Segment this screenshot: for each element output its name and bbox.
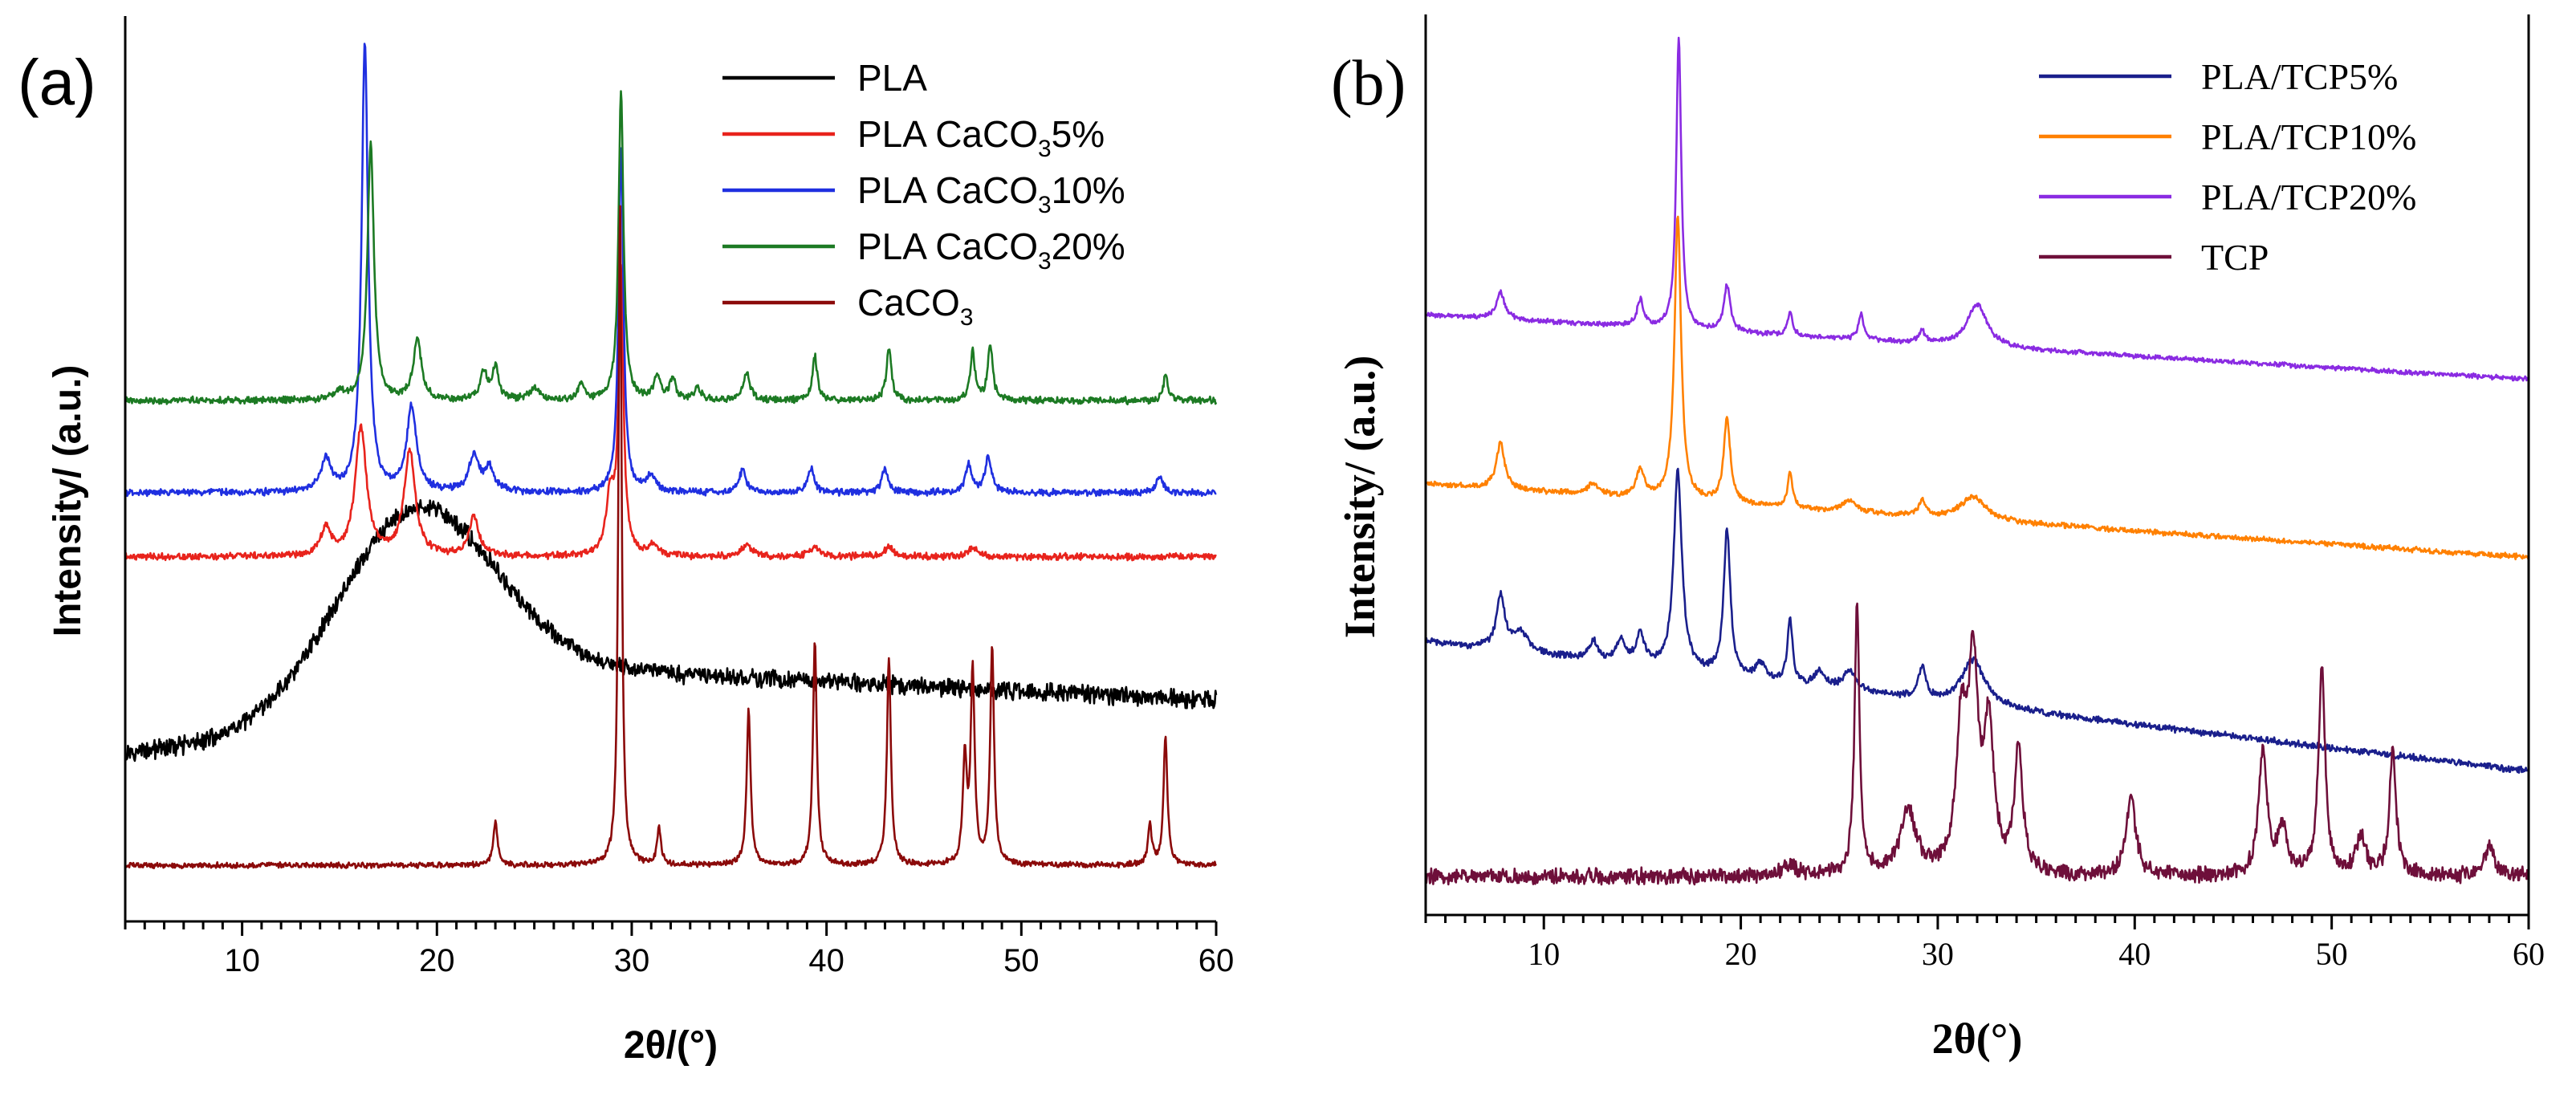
series-line-pla-tcp5-	[1424, 467, 2530, 774]
series-line-pla	[124, 498, 1218, 762]
panel-label: (b)	[1331, 48, 1406, 119]
y-axis-label: Intensity/ (a.u.)	[47, 365, 89, 637]
series-line-pla-tcp20-	[1424, 36, 2530, 382]
x-tick-label: 50	[2316, 936, 2348, 972]
x-tick-label: 40	[808, 943, 844, 978]
x-tick-label: 30	[614, 943, 650, 978]
y-axis-label: Intensity/ (a.u.)	[1336, 356, 1384, 639]
x-tick-label: 10	[224, 943, 260, 978]
legend-label: PLA CaCO35%	[857, 113, 1105, 162]
series-line-caco3	[124, 205, 1217, 869]
legend-label: PLA CaCO320%	[857, 226, 1125, 274]
chart-panel-a: 10 20 30 40 50 60 2θ/(°) Intensity/ (a.u.) (a) PL…	[18, 16, 1234, 1067]
series-line-pla-caco310-	[124, 43, 1217, 498]
x-axis-label: 2θ(°)	[1932, 1015, 2023, 1063]
legend-label: PLA/TCP20%	[2201, 177, 2416, 218]
x-tick-label: 10	[1528, 936, 1560, 972]
legend-label: PLA CaCO310%	[857, 169, 1125, 218]
legend-label: PLA/TCP10%	[2201, 116, 2416, 157]
legend-label: PLA/TCP5%	[2201, 56, 2398, 97]
series-line-tcp	[1424, 602, 2530, 886]
legend-label: CaCO3	[857, 282, 973, 331]
chart-panel-b: 10 20 30 40 50 60 2θ(°) Intensity/ (a.u.) (b) PLA…	[1331, 14, 2545, 1063]
series-line-pla-caco35-	[124, 263, 1217, 562]
x-tick-label: 20	[419, 943, 455, 978]
legend-label: TCP	[2201, 237, 2269, 278]
series-line-pla-tcp10-	[1425, 215, 2529, 561]
legend-label: PLA	[857, 57, 927, 99]
x-tick-label: 40	[2118, 936, 2151, 972]
x-tick-label: 60	[1198, 943, 1235, 978]
panel-label: (a)	[18, 47, 96, 118]
series-line-pla-caco320-	[124, 90, 1218, 405]
x-tick-label: 50	[1003, 943, 1040, 978]
x-axis-label: 2θ/(°)	[624, 1024, 718, 1067]
x-tick-label: 60	[2513, 936, 2545, 972]
x-tick-label: 20	[1725, 936, 1757, 972]
x-tick-label: 30	[1922, 936, 1954, 972]
